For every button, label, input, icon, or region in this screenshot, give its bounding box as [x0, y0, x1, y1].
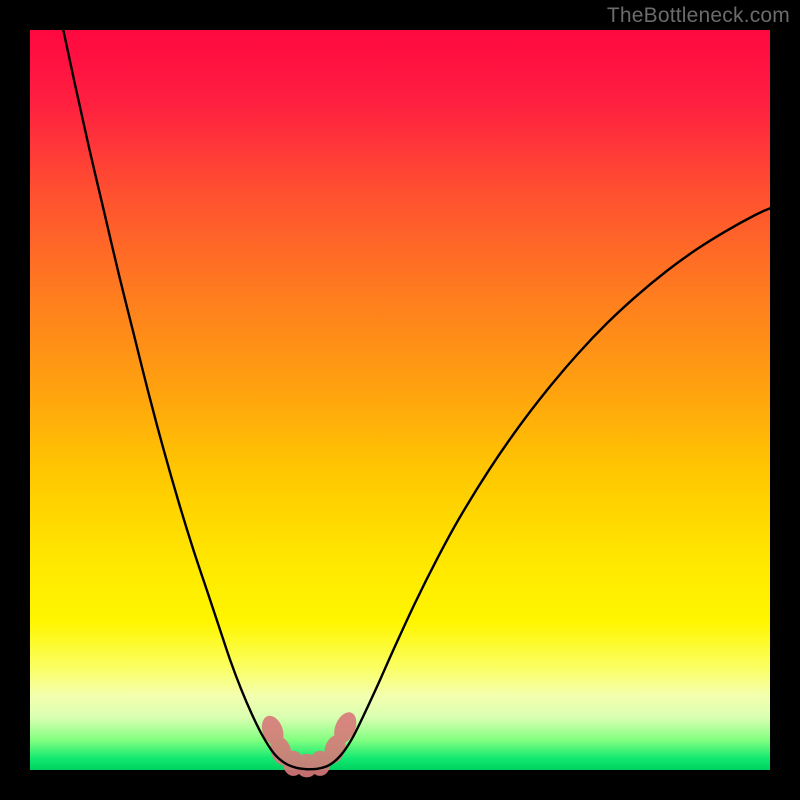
figure-container: TheBottleneck.com: [0, 0, 800, 800]
plot-background: [30, 30, 770, 770]
bottleneck-chart: [0, 0, 800, 800]
attribution-text: TheBottleneck.com: [607, 4, 790, 28]
